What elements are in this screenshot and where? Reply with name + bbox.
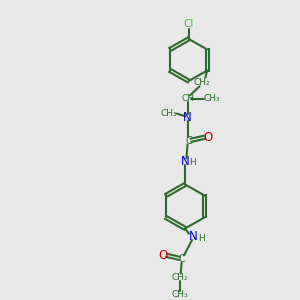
Text: CH₃: CH₃ — [172, 290, 188, 298]
Text: C: C — [186, 136, 192, 146]
Text: Cl: Cl — [184, 19, 194, 29]
Text: CH₂: CH₂ — [194, 78, 210, 87]
Text: CH₂: CH₂ — [172, 273, 188, 282]
Text: N: N — [181, 155, 190, 168]
Text: H: H — [198, 234, 205, 243]
Text: O: O — [203, 131, 212, 144]
Text: C: C — [178, 254, 185, 264]
Text: CH: CH — [181, 94, 194, 103]
Text: O: O — [159, 249, 168, 262]
Text: CH₃: CH₃ — [160, 109, 177, 118]
Text: N: N — [189, 230, 198, 243]
Text: N: N — [183, 112, 192, 124]
Text: H: H — [189, 158, 196, 167]
Text: CH₃: CH₃ — [203, 94, 220, 103]
